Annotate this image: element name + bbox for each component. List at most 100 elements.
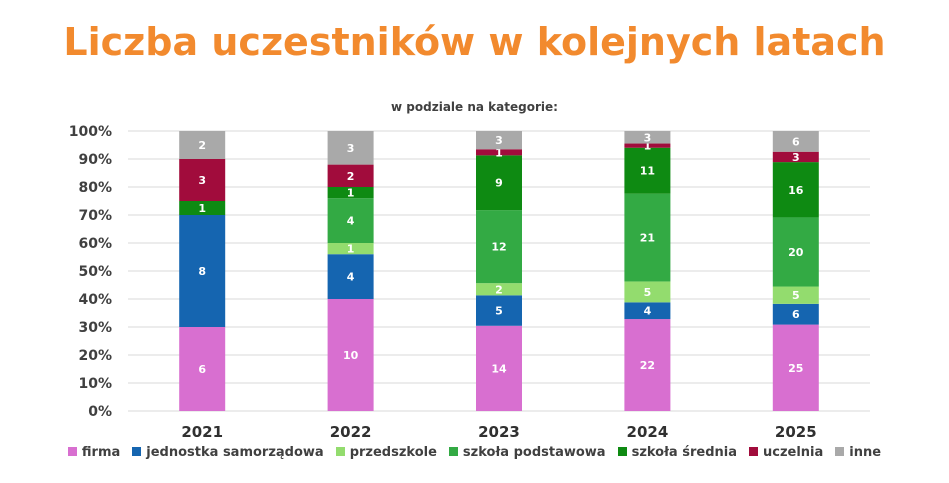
legend-label: przedszkole [349,445,437,460]
legend-label: firma [81,445,121,460]
chart-title: Liczba uczestników w kolejnych latach [63,20,886,64]
legend-swatch [617,447,627,456]
data-label: 14 [491,362,507,375]
data-label: 3 [347,142,355,155]
y-tick-label: 90% [78,152,112,168]
legend-item: uczelnia [749,445,823,460]
legend-swatch [749,447,758,456]
bar-segment [327,254,374,299]
x-axis: 2021 2022 2023 2024 2025 [181,423,816,440]
x-tick-label: 2025 [775,423,817,440]
bar-segment [327,187,374,199]
legend-label: jednostka samorządowa [146,445,324,460]
y-tick-label: 70% [78,208,112,224]
data-label: 2 [347,170,355,183]
y-axis: 0% 10% 20% 30% 40% 50% 60% 70% 80% 90% 100% [69,124,112,420]
bar-segment [772,162,819,218]
data-label: 8 [198,265,206,278]
data-label: 22 [640,359,655,372]
bar-segment [476,210,522,284]
bar-segment [624,143,671,148]
data-label: 2 [198,139,206,152]
data-label: 1 [644,140,652,153]
y-tick-label: 80% [78,180,112,196]
bar-segment [476,149,522,156]
legend-item: jednostka samorządowa [132,445,324,460]
bar-segment [476,155,522,211]
bar-segment [179,159,226,201]
x-tick-label: 2024 [627,423,669,440]
data-label: 6 [792,135,800,148]
bar-segment [624,319,671,411]
bar-segment [327,131,374,165]
x-tick-label: 2021 [181,423,223,440]
legend-label: uczelnia [763,445,824,460]
legend-item: inne [835,445,881,460]
bar-segment [327,164,374,187]
y-tick-label: 20% [78,348,112,364]
legend-item: przedszkole [335,445,437,460]
bar-segment [624,302,671,320]
data-label: 16 [788,184,804,197]
bar-segment [624,193,671,282]
data-label: 5 [495,305,503,318]
bar-segment [624,147,671,194]
legend-item: szkoła średnia [617,445,737,460]
bar-segment [476,283,522,296]
y-tick-label: 0% [88,404,112,420]
legend-swatch [132,447,142,456]
bar-segment [772,131,819,152]
data-label: 6 [792,308,800,321]
legend-swatch [335,447,345,456]
y-tick-label: 100% [69,124,112,140]
bar-segment [476,295,522,326]
data-label: 25 [788,362,803,375]
x-tick-label: 2022 [330,423,372,440]
data-label: 1 [495,146,503,159]
y-tick-label: 10% [78,376,112,392]
bar-segment [624,131,671,144]
data-label: 4 [347,215,355,228]
bar-segment [327,198,374,243]
y-tick-label: 50% [78,264,112,280]
bar-segment [772,324,819,411]
data-label: 1 [347,187,355,200]
legend: firma jednostka samorządowa przedszkole szk… [0,445,949,460]
data-label: 12 [491,241,506,254]
legend-label: szkoła średnia [631,445,737,460]
data-label: 11 [640,165,655,178]
data-label: 3 [792,151,800,164]
data-label: 2 [495,283,503,296]
bar-segment [327,299,374,411]
legend-swatch [448,447,458,456]
data-label: 4 [347,271,355,284]
bar-segment [179,131,226,159]
legend-swatch [835,447,845,456]
stacked-bar-chart: 0%10%20%30%40%50%60%70%80%90%100% 681321… [69,124,870,440]
x-tick-label: 2023 [478,423,520,440]
data-label: 3 [198,174,206,187]
legend-item: firma [67,445,121,460]
bar-segment [772,286,819,304]
data-label: 3 [495,134,503,147]
bar-segment [772,151,819,163]
data-label: 20 [788,246,804,259]
data-label: 5 [644,286,652,299]
bar-segment [327,243,374,255]
data-label: 6 [198,363,206,376]
bar-segment [179,215,226,327]
bar-segment [772,303,819,325]
data-label: 4 [644,305,652,318]
data-label: 10 [343,349,359,362]
legend-label: szkoła podstawowa [462,445,606,460]
bar-segment [624,281,671,303]
legend-swatch [67,447,77,456]
chart-subtitle: w podziale na kategorie: [391,100,558,114]
data-label: 9 [495,177,503,190]
data-label: 21 [640,232,655,245]
bar-segment [179,327,226,411]
data-label: 5 [792,289,800,302]
legend-label: inne [849,445,882,460]
y-tick-label: 60% [78,236,112,252]
y-tick-label: 30% [78,320,112,336]
